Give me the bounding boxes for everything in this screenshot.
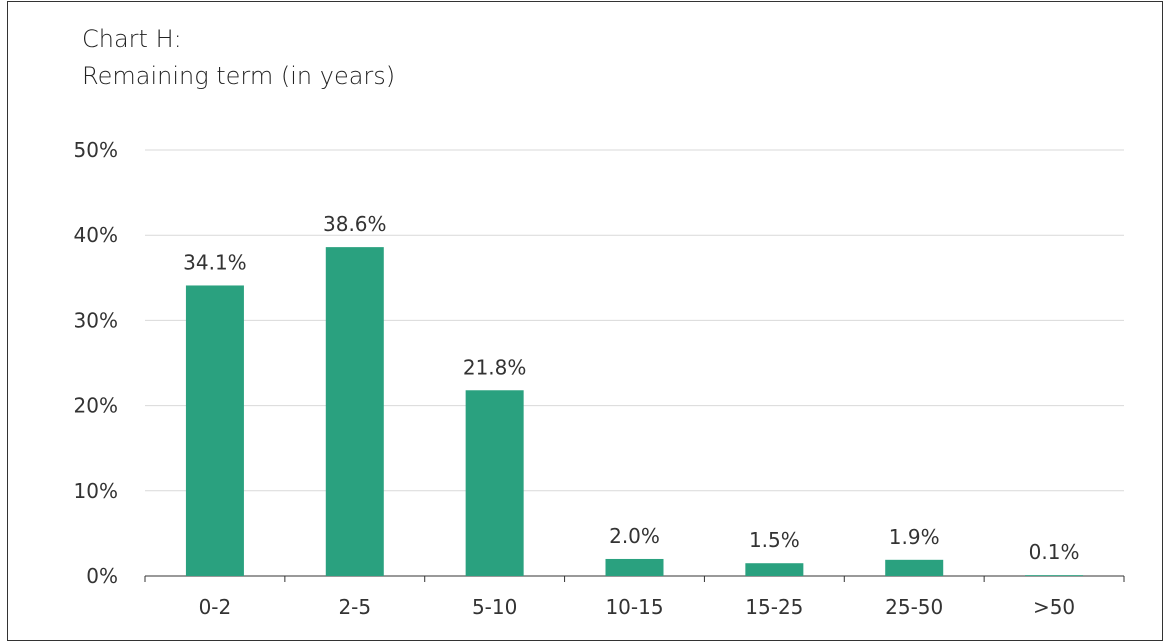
x-tick-label: 5-10 <box>472 595 517 619</box>
data-label: 21.8% <box>463 355 527 379</box>
data-label: 1.9% <box>889 525 940 549</box>
bar <box>605 558 664 576</box>
x-tick-label: 25-50 <box>885 595 943 619</box>
x-tick-label: 15-25 <box>745 595 803 619</box>
chart-subtitle: Remaining term (in years) <box>82 62 396 90</box>
y-tick-label: 40% <box>74 223 118 247</box>
y-tick-label: 50% <box>74 138 118 162</box>
chart-title: Chart H: <box>82 25 182 53</box>
y-tick-label: 20% <box>74 394 118 418</box>
bar <box>325 247 384 577</box>
x-tick-label: 10-15 <box>605 595 663 619</box>
y-tick-label: 10% <box>74 479 118 503</box>
data-label: 1.5% <box>749 528 800 552</box>
data-label: 38.6% <box>323 212 387 236</box>
x-tick-label: 0-2 <box>199 595 232 619</box>
bar <box>1025 575 1084 576</box>
bar <box>885 559 944 576</box>
x-tick-label: >50 <box>1033 595 1075 619</box>
data-label: 0.1% <box>1029 540 1080 564</box>
data-label: 2.0% <box>609 524 660 548</box>
data-label: 34.1% <box>183 250 247 274</box>
bar <box>185 285 244 576</box>
x-tick-label: 2-5 <box>338 595 371 619</box>
bar <box>745 563 804 576</box>
y-tick-label: 30% <box>74 308 118 332</box>
y-tick-label: 0% <box>86 564 118 588</box>
bar <box>465 390 524 576</box>
